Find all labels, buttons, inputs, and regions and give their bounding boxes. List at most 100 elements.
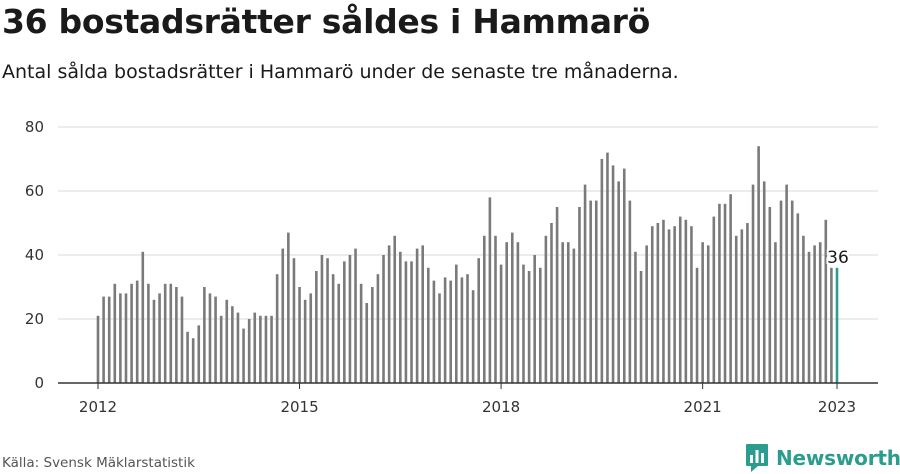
bar: [455, 264, 458, 383]
bar: [359, 283, 363, 383]
bar: [214, 296, 217, 383]
bar: [510, 232, 514, 383]
bar: [191, 338, 195, 383]
brand-logo: Newsworthy: [745, 443, 900, 473]
bar: [600, 159, 604, 383]
bar: [365, 303, 369, 383]
bar: [796, 213, 800, 383]
y-tick-label: 60: [25, 182, 44, 200]
bar: [376, 274, 380, 383]
bar: [275, 274, 279, 383]
bar: [460, 277, 464, 383]
bar: [718, 203, 721, 383]
bar: [594, 200, 598, 383]
bar: [203, 287, 206, 383]
bar: [242, 328, 245, 383]
bar: [701, 242, 704, 383]
bar: [303, 299, 307, 383]
bar: [483, 235, 486, 383]
bar: [790, 200, 794, 383]
x-tick-label: 2023: [818, 398, 856, 416]
bar: [830, 267, 833, 383]
bar-chart-logo-icon: [746, 444, 768, 472]
bar: [253, 312, 257, 383]
bar: [326, 258, 329, 383]
bar: [723, 203, 727, 383]
bar: [477, 258, 480, 383]
bar: [499, 264, 503, 383]
y-tick-label: 20: [25, 310, 44, 328]
bar: [544, 235, 548, 383]
bar: [634, 251, 637, 383]
bar: [169, 283, 173, 383]
bar: [555, 207, 559, 383]
bar: [818, 242, 822, 383]
bar: [309, 293, 313, 383]
bar: [606, 152, 609, 383]
x-tick-label: 2021: [684, 398, 722, 416]
bar: [779, 200, 783, 383]
bar: [751, 184, 755, 383]
bar-latest: [835, 267, 839, 383]
bar: [102, 296, 105, 383]
bar: [421, 245, 425, 383]
bar: [662, 219, 665, 383]
bar: [656, 223, 660, 383]
bar: [762, 181, 766, 383]
bar: [695, 267, 699, 383]
bar: [371, 287, 374, 383]
x-tick-label: 2012: [79, 398, 117, 416]
latest-value-label: 36: [827, 248, 849, 268]
bar: [264, 315, 268, 383]
bar: [690, 226, 693, 383]
bar: [320, 255, 324, 383]
chart-subtitle: Antal sålda bostadsrätter i Hammarö unde…: [2, 61, 679, 83]
bar: [566, 242, 570, 383]
bar: [538, 267, 542, 383]
bar: [494, 235, 497, 383]
bar: [236, 312, 240, 383]
y-tick-label: 0: [34, 374, 44, 392]
bar: [387, 245, 391, 383]
bar: [550, 223, 553, 383]
bar: [247, 319, 251, 383]
bar: [175, 287, 178, 383]
bar: [768, 207, 772, 383]
bar: [443, 277, 447, 383]
bar: [583, 184, 587, 383]
bar: [589, 200, 592, 383]
bar: [673, 226, 676, 383]
bar: [287, 232, 290, 383]
bar: [678, 216, 682, 383]
bar: [650, 226, 654, 383]
bar: [746, 223, 749, 383]
bar: [410, 261, 413, 383]
bar: [152, 299, 156, 383]
bar: [488, 197, 492, 383]
bar: [292, 258, 296, 383]
bar: [785, 184, 788, 383]
y-tick-label: 40: [25, 246, 44, 264]
labels: 0 20 40 60 80 2012 2015 2018 2021 2023 36: [25, 118, 856, 416]
y-tick-label: 80: [25, 118, 44, 136]
bar: [315, 271, 318, 383]
x-tick-label: 2015: [280, 398, 318, 416]
bar: [438, 293, 441, 383]
bar: [729, 194, 732, 383]
bar: [427, 267, 430, 383]
bar: [343, 261, 346, 383]
bar: [628, 200, 632, 383]
bar: [471, 290, 475, 383]
bar: [399, 251, 402, 383]
bar: [617, 181, 620, 383]
bar: [180, 296, 184, 383]
bar: [572, 248, 576, 383]
bar: [533, 255, 536, 383]
bar: [113, 283, 117, 383]
axes: [58, 382, 878, 389]
brand-name: Newsworthy: [776, 446, 900, 470]
bar: [354, 248, 357, 383]
bar: [684, 219, 688, 383]
bar: [802, 235, 805, 383]
